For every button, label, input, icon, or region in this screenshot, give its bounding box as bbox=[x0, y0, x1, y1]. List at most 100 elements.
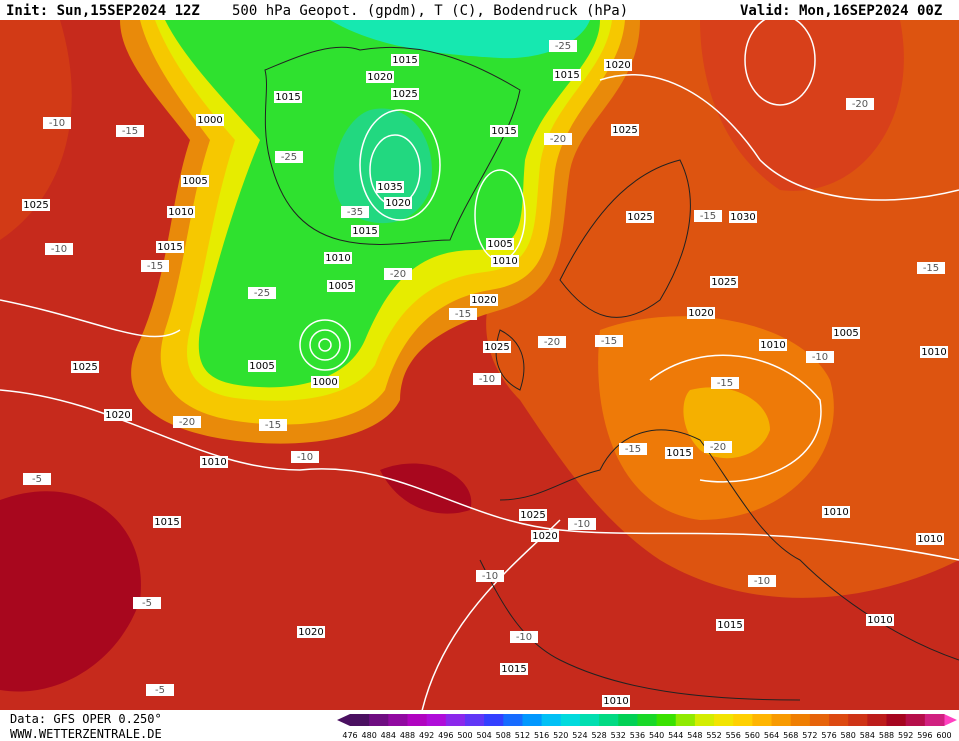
temperature-label: -15 bbox=[122, 126, 138, 137]
legend-label: 484 bbox=[381, 731, 396, 740]
legend-label: 488 bbox=[400, 731, 415, 740]
legend-swatch bbox=[618, 714, 638, 726]
isobar-label: 1020 bbox=[605, 60, 630, 71]
legend-label: 584 bbox=[860, 731, 875, 740]
legend-label: 556 bbox=[726, 731, 741, 740]
legend-arrow-right bbox=[944, 714, 957, 726]
isobar-label-box bbox=[611, 124, 639, 136]
temperature-label: -25 bbox=[555, 41, 571, 52]
isobar-label-box bbox=[324, 252, 352, 264]
isobar-label: 1005 bbox=[487, 239, 512, 250]
legend-swatch bbox=[790, 714, 811, 726]
temperature-label-box bbox=[275, 151, 303, 163]
isobar-label-box bbox=[71, 361, 99, 373]
legend-swatch bbox=[445, 714, 466, 726]
isobar-label-box bbox=[832, 327, 860, 339]
isobar-label: 1000 bbox=[197, 115, 222, 126]
temperature-label: -20 bbox=[390, 269, 406, 280]
isobar-label-box bbox=[553, 69, 581, 81]
legend-swatch bbox=[541, 714, 562, 726]
isobar-label: 1015 bbox=[392, 55, 417, 66]
isobar-label-box bbox=[920, 346, 948, 358]
isobar-label: 1010 bbox=[492, 256, 517, 267]
legend-swatch bbox=[867, 714, 888, 726]
legend-label: 476 bbox=[342, 731, 357, 740]
legend-label: 592 bbox=[898, 731, 913, 740]
temperature-label: -15 bbox=[717, 378, 733, 389]
isobar-label-box bbox=[519, 509, 547, 521]
temperature-label-box bbox=[291, 451, 319, 463]
isobar-label: 1015 bbox=[501, 664, 526, 675]
temperature-label-box bbox=[384, 268, 412, 280]
legend-label: 500 bbox=[457, 731, 472, 740]
website: WWW.WETTERZENTRALE.DE bbox=[10, 727, 162, 741]
temperature-label-box bbox=[711, 377, 739, 389]
isobar-label-box bbox=[311, 376, 339, 388]
legend-swatch bbox=[522, 714, 543, 726]
isobar-label-box bbox=[490, 125, 518, 137]
temperature-label: -10 bbox=[51, 244, 67, 255]
isobar-label: 1005 bbox=[249, 361, 274, 372]
isobar-label: 1000 bbox=[312, 377, 337, 388]
legend-swatch bbox=[905, 714, 926, 726]
temperature-label: -15 bbox=[601, 336, 617, 347]
cyan-area bbox=[330, 20, 590, 59]
isobar-label: 1015 bbox=[717, 620, 742, 631]
temperature-label-box bbox=[116, 125, 144, 137]
temperature-label-box bbox=[476, 570, 504, 582]
isobar-label: 1020 bbox=[385, 198, 410, 209]
dark-red-area bbox=[380, 463, 472, 514]
temperature-label: -10 bbox=[516, 632, 532, 643]
isobar-label: 1010 bbox=[603, 696, 628, 707]
temperature-label: -5 bbox=[32, 474, 42, 485]
header-background bbox=[0, 0, 959, 20]
temperature-label-box bbox=[694, 210, 722, 222]
legend-swatch bbox=[809, 714, 830, 726]
temperature-label: -15 bbox=[455, 309, 471, 320]
temperature-label-box bbox=[133, 597, 161, 609]
isobar-label: 1010 bbox=[917, 534, 942, 545]
isobar-label: 1020 bbox=[298, 627, 323, 638]
isobar-label: 1025 bbox=[520, 510, 545, 521]
isobar-label: 1020 bbox=[471, 295, 496, 306]
legend-label: 572 bbox=[802, 731, 817, 740]
temperature-label-box bbox=[619, 443, 647, 455]
temperature-label: -10 bbox=[574, 519, 590, 530]
legend-swatch bbox=[599, 714, 619, 726]
temperature-label: -10 bbox=[479, 374, 495, 385]
temperature-label-box bbox=[141, 260, 169, 272]
legend-swatch bbox=[733, 714, 753, 726]
isobar-label-box bbox=[156, 241, 184, 253]
yellow-orange-area bbox=[683, 387, 770, 459]
legend-swatch bbox=[637, 714, 658, 726]
color-legend: 476 480 484 488 492 496 500 504 508 512 516 520 524 5… bbox=[337, 714, 957, 740]
legend-swatch bbox=[694, 714, 715, 726]
isobar-label: 1005 bbox=[182, 176, 207, 187]
legend-swatch bbox=[924, 714, 945, 726]
isobar-label: 1010 bbox=[760, 340, 785, 351]
map bbox=[0, 14, 959, 721]
legend-swatch bbox=[829, 714, 849, 726]
temperature-label-box bbox=[43, 117, 71, 129]
legend-label: 516 bbox=[534, 731, 549, 740]
isobar-label: 1025 bbox=[627, 212, 652, 223]
isobar-label-box bbox=[274, 91, 302, 103]
isobar-label: 1025 bbox=[484, 342, 509, 353]
legend-label: 520 bbox=[553, 731, 568, 740]
isobar-label-box bbox=[181, 175, 209, 187]
temperature-label-box bbox=[449, 308, 477, 320]
isobar-label-box bbox=[196, 114, 224, 126]
legend-swatch bbox=[656, 714, 677, 726]
temperature-label-box bbox=[473, 373, 501, 385]
isobar-label-box bbox=[104, 409, 132, 421]
temperature-label: -5 bbox=[155, 685, 165, 696]
isobar-label-box bbox=[351, 225, 379, 237]
temperature-label-box bbox=[173, 416, 201, 428]
temperature-label: -10 bbox=[49, 118, 65, 129]
init-time: Init: Sun,15SEP2024 12Z bbox=[6, 3, 200, 19]
legend-label: 540 bbox=[649, 731, 664, 740]
temperature-label: -20 bbox=[710, 442, 726, 453]
isobar-label-box bbox=[626, 211, 654, 223]
legend-swatch bbox=[714, 714, 734, 726]
temperature-label: -35 bbox=[347, 207, 363, 218]
